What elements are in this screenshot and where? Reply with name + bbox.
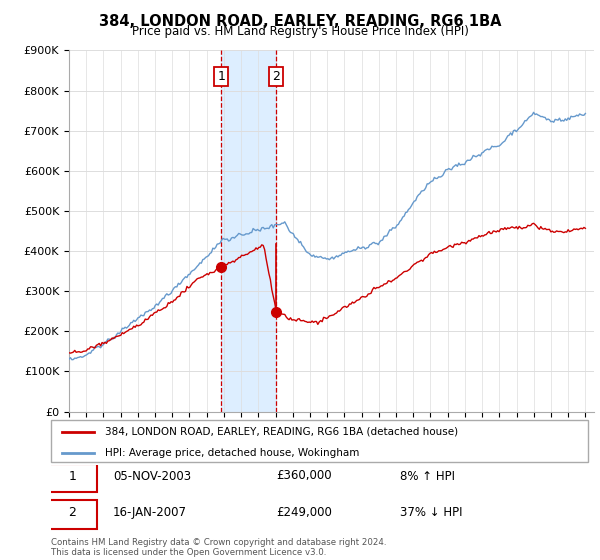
FancyBboxPatch shape [51, 420, 588, 462]
Text: £249,000: £249,000 [277, 506, 332, 519]
Text: 2: 2 [272, 70, 280, 83]
Text: 05-NOV-2003: 05-NOV-2003 [113, 469, 191, 483]
Text: 384, LONDON ROAD, EARLEY, READING, RG6 1BA: 384, LONDON ROAD, EARLEY, READING, RG6 1… [99, 14, 501, 29]
Text: Contains HM Land Registry data © Crown copyright and database right 2024.
This d: Contains HM Land Registry data © Crown c… [51, 538, 386, 557]
Text: 37% ↓ HPI: 37% ↓ HPI [400, 506, 463, 519]
Text: 8% ↑ HPI: 8% ↑ HPI [400, 469, 455, 483]
Text: £360,000: £360,000 [277, 469, 332, 483]
Text: 1: 1 [217, 70, 225, 83]
FancyBboxPatch shape [49, 501, 97, 529]
Text: Price paid vs. HM Land Registry's House Price Index (HPI): Price paid vs. HM Land Registry's House … [131, 25, 469, 38]
Text: 384, LONDON ROAD, EARLEY, READING, RG6 1BA (detached house): 384, LONDON ROAD, EARLEY, READING, RG6 1… [105, 427, 458, 437]
Text: 1: 1 [68, 469, 76, 483]
Text: 2: 2 [68, 506, 76, 519]
Bar [221, 50, 276, 412]
Text: HPI: Average price, detached house, Wokingham: HPI: Average price, detached house, Woki… [105, 448, 359, 458]
Text: 16-JAN-2007: 16-JAN-2007 [113, 506, 187, 519]
FancyBboxPatch shape [49, 464, 97, 492]
